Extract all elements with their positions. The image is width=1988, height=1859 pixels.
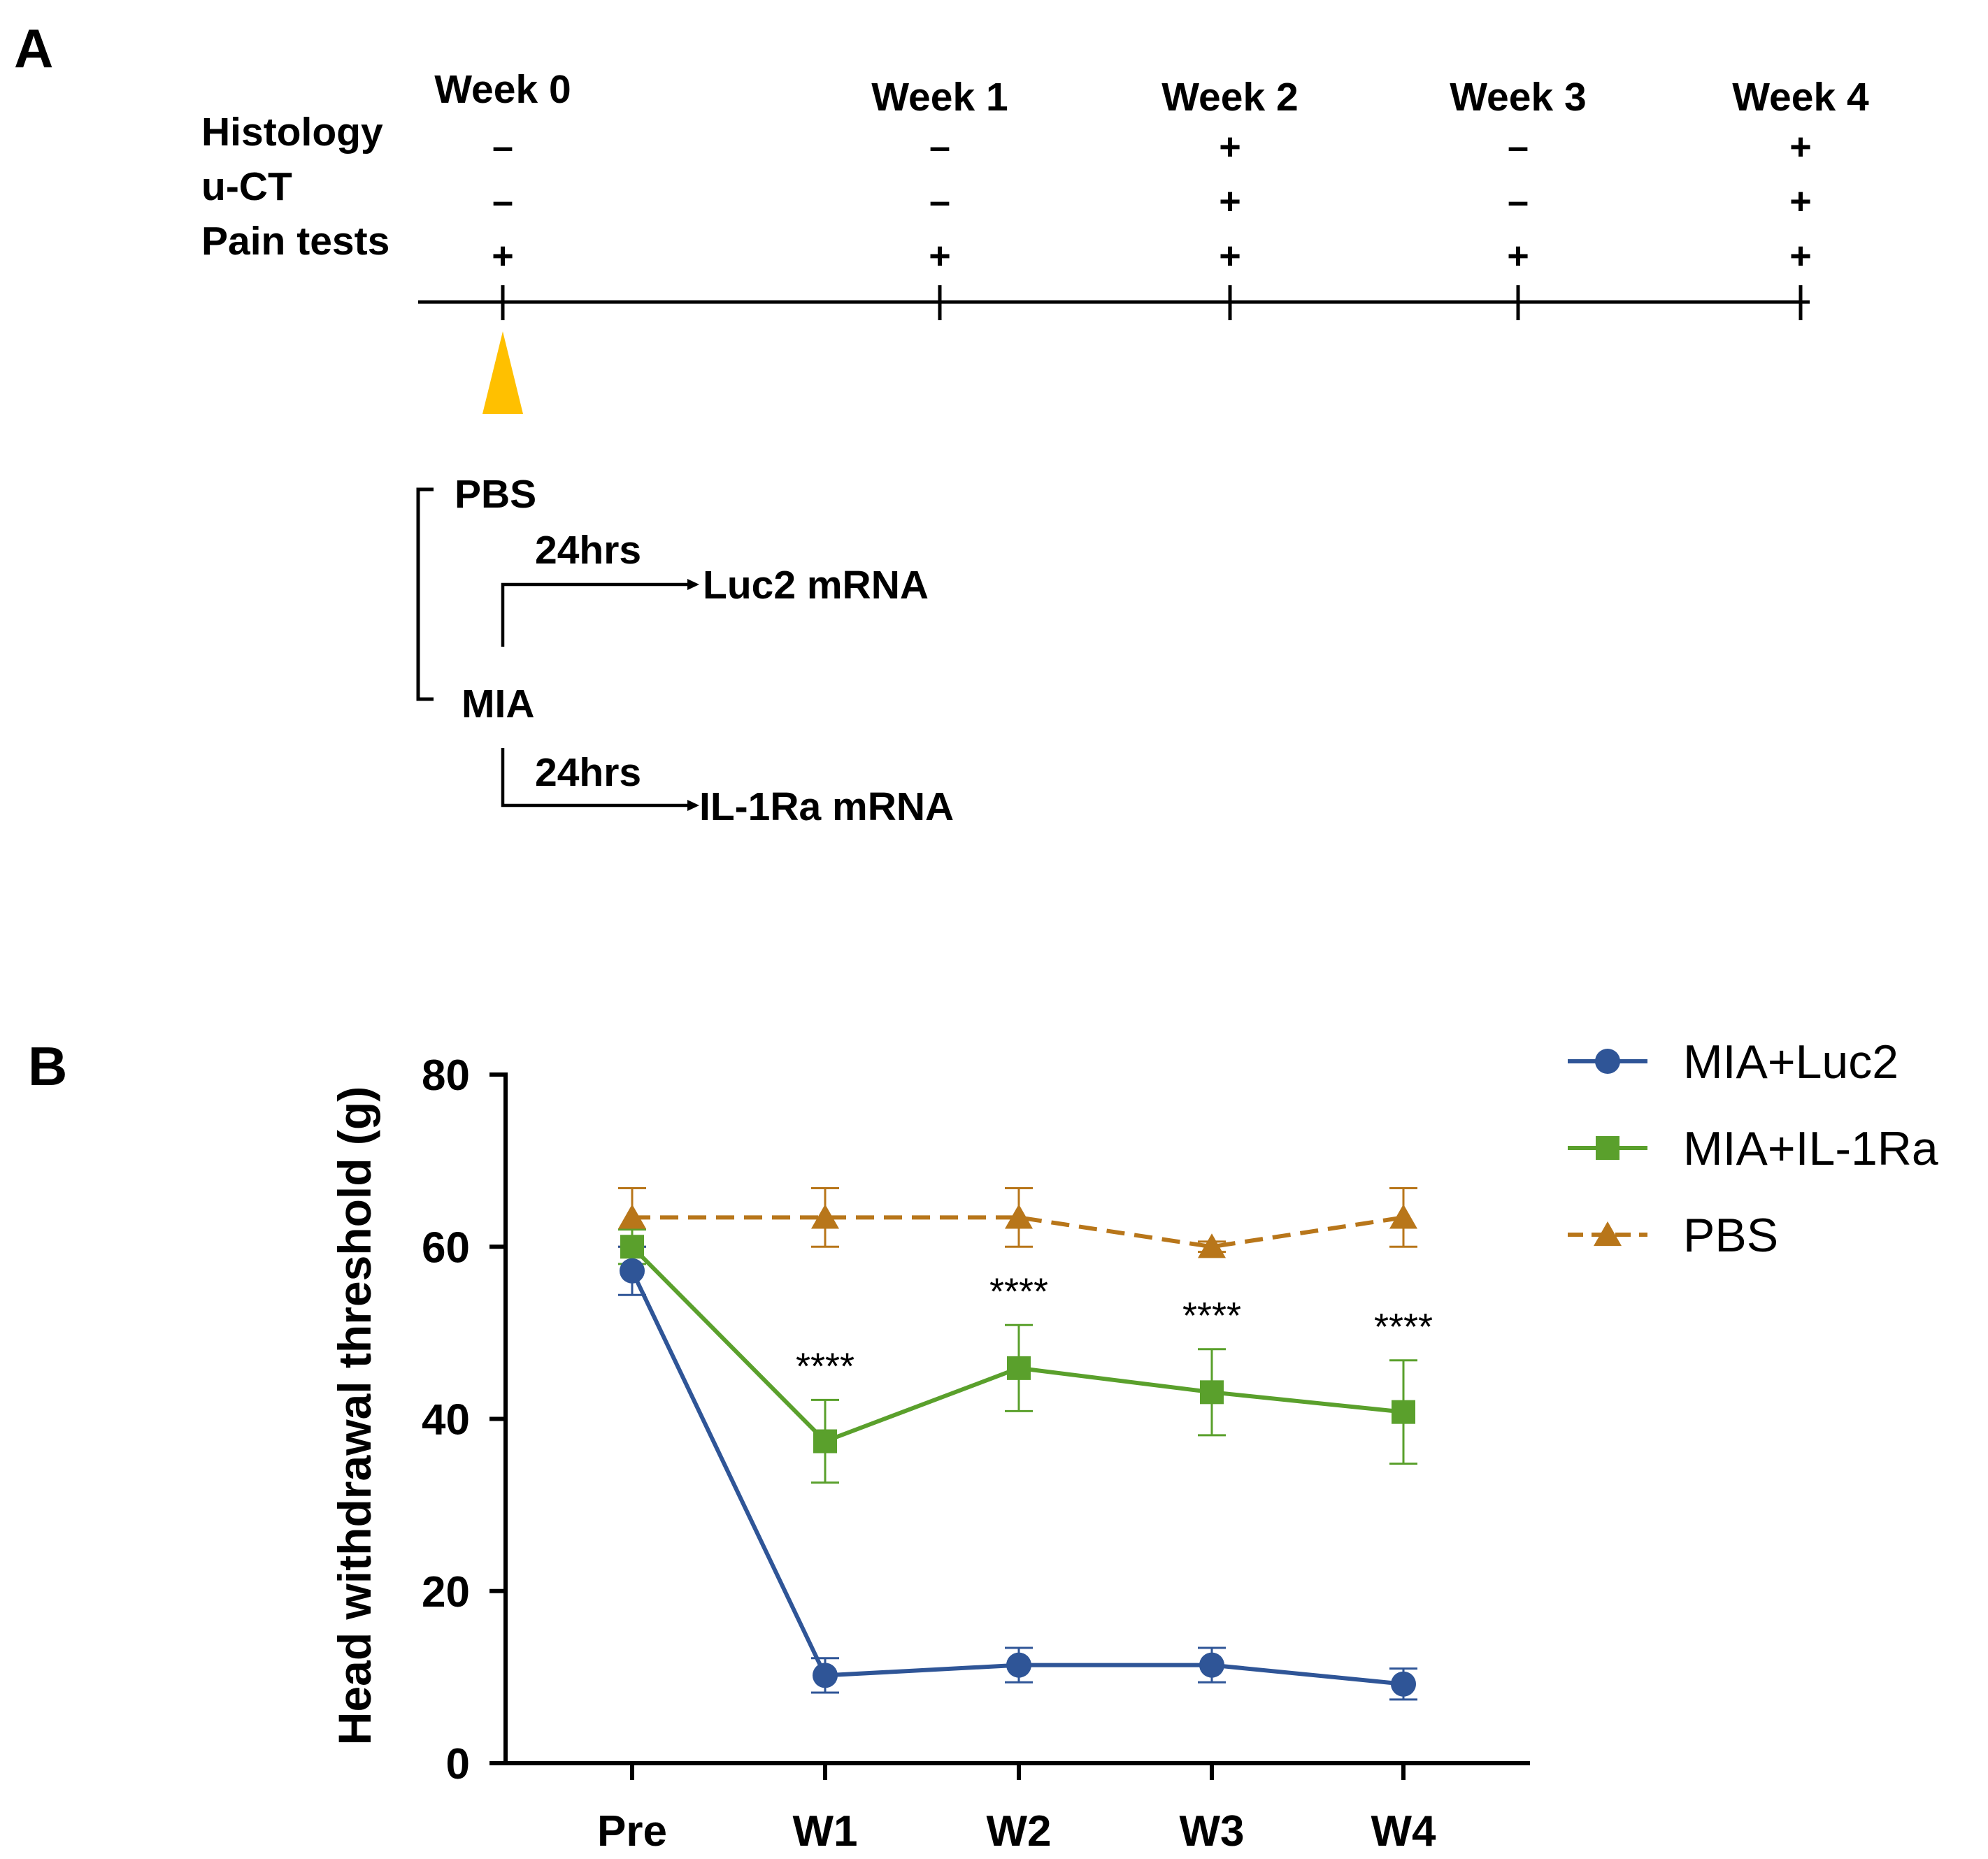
data-point-mia-luc2 — [813, 1663, 838, 1688]
week-1-label: Week 1 — [871, 75, 1008, 120]
data-point-pbs — [1005, 1204, 1033, 1229]
series-line-pbs — [632, 1215, 1404, 1249]
significance-marker: **** — [1182, 1295, 1241, 1337]
week-0-uct-mark: – — [492, 180, 513, 222]
week-2-label: Week 2 — [1161, 75, 1298, 120]
legend-label-pbs: PBS — [1683, 1209, 1778, 1262]
week-3-uct-mark: – — [1508, 180, 1529, 222]
week-3-histology-mark: – — [1508, 126, 1529, 168]
timeline-labels: Histology u-CT Pain tests — [201, 110, 389, 264]
y-tick-label: 60 — [422, 1223, 470, 1272]
row-label-uct: u-CT — [201, 164, 292, 209]
y-axis-label: Head withdrawal threshold (g) — [329, 1086, 380, 1745]
arrow-luc2-head — [687, 579, 699, 590]
legend-label-mia-luc2: MIA+Luc2 — [1683, 1035, 1898, 1089]
arrow-il1ra-time: 24hrs — [535, 750, 641, 795]
data-point-mia-luc2 — [1006, 1652, 1031, 1678]
data-point-pbs — [618, 1204, 646, 1229]
significance-annotations: **** **** **** **** — [796, 1270, 1433, 1387]
x-tick-label: W2 — [987, 1807, 1052, 1856]
row-label-histology: Histology — [201, 110, 383, 155]
y-tick-label: 40 — [422, 1396, 470, 1444]
week-1-pain-mark: + — [929, 235, 951, 277]
arrow-il1ra-head — [687, 800, 699, 811]
y-ticks: 0 20 40 60 80 — [422, 1051, 506, 1788]
legend-marker-mia-il-1ra — [1596, 1136, 1619, 1160]
week-1-uct-mark: – — [929, 180, 950, 222]
week-2-uct-mark: + — [1219, 180, 1241, 222]
arrow-luc2-time: 24hrs — [535, 528, 641, 573]
group-bracket — [416, 487, 434, 701]
x-tick-label: W3 — [1180, 1807, 1245, 1856]
x-ticks: Pre W1 W2 W3 W4 — [597, 1763, 1436, 1856]
legend-label-mia-il-1ra: MIA+IL-1Ra — [1683, 1122, 1938, 1175]
week-4-uct-mark: + — [1789, 180, 1812, 222]
x-tick-label: W1 — [793, 1807, 858, 1856]
data-point-mia-il-1ra — [1392, 1400, 1415, 1424]
week-4-histology-mark: + — [1789, 126, 1812, 168]
week-2-histology-mark: + — [1219, 126, 1241, 168]
week-4-pain-mark: + — [1789, 235, 1812, 277]
legend-marker-pbs — [1594, 1221, 1622, 1247]
significance-marker: **** — [989, 1270, 1048, 1312]
y-tick-label: 80 — [422, 1051, 470, 1100]
y-tick-label: 20 — [422, 1568, 470, 1616]
significance-marker: **** — [1374, 1306, 1433, 1348]
data-point-mia-il-1ra — [1200, 1380, 1224, 1405]
injection-triangle-icon — [482, 331, 523, 414]
arrow-il1ra — [501, 748, 689, 808]
legend: MIA+Luc2 MIA+IL-1Ra PBS — [1568, 1035, 1938, 1262]
pbs-group-label: PBS — [455, 472, 536, 517]
panel-a-letter: A — [14, 17, 53, 79]
data-point-pbs — [1389, 1204, 1417, 1229]
data-point-mia-luc2 — [1391, 1671, 1416, 1697]
week-1-histology-mark: – — [929, 126, 950, 168]
data-point-mia-il-1ra — [620, 1235, 644, 1259]
data-point-pbs — [811, 1204, 839, 1229]
x-tick-label: Pre — [597, 1807, 667, 1856]
mia-group-label: MIA — [462, 682, 534, 726]
data-point-mia-il-1ra — [813, 1429, 837, 1454]
significance-marker: **** — [796, 1345, 854, 1387]
arrow-luc2 — [501, 582, 689, 647]
row-label-pain-tests: Pain tests — [201, 219, 389, 264]
week-2-pain-mark: + — [1219, 235, 1241, 277]
y-tick-label: 0 — [446, 1740, 470, 1788]
il1ra-mrna-label: IL-1Ra mRNA — [699, 784, 954, 829]
data-point-mia-luc2 — [620, 1258, 645, 1284]
week-3-pain-mark: + — [1507, 235, 1529, 277]
week-3-label: Week 3 — [1450, 75, 1586, 120]
data-point-pbs — [1198, 1233, 1226, 1258]
week-0-pain-mark: + — [492, 235, 514, 277]
timeline-axis — [418, 285, 1810, 320]
week-4-label: Week 4 — [1732, 75, 1869, 120]
data-point-mia-il-1ra — [1007, 1356, 1031, 1380]
error-bars — [618, 1187, 1417, 1701]
week-0-label: Week 0 — [434, 67, 571, 112]
timeline-weeks: Week 0 – – + Week 1 – – + Week 2 + + + W… — [434, 67, 1869, 277]
panel-b-letter: B — [28, 1035, 67, 1097]
treatment-diagram: PBS MIA 24hrs Luc2 mRNA 24hrs IL-1Ra mRN… — [416, 472, 954, 829]
series-markers — [618, 1204, 1417, 1697]
legend-marker-mia-luc2 — [1595, 1049, 1620, 1074]
week-0-histology-mark: – — [492, 126, 513, 168]
luc2-mrna-label: Luc2 mRNA — [703, 563, 929, 608]
data-point-mia-luc2 — [1199, 1652, 1224, 1678]
x-tick-label: W4 — [1371, 1807, 1437, 1856]
